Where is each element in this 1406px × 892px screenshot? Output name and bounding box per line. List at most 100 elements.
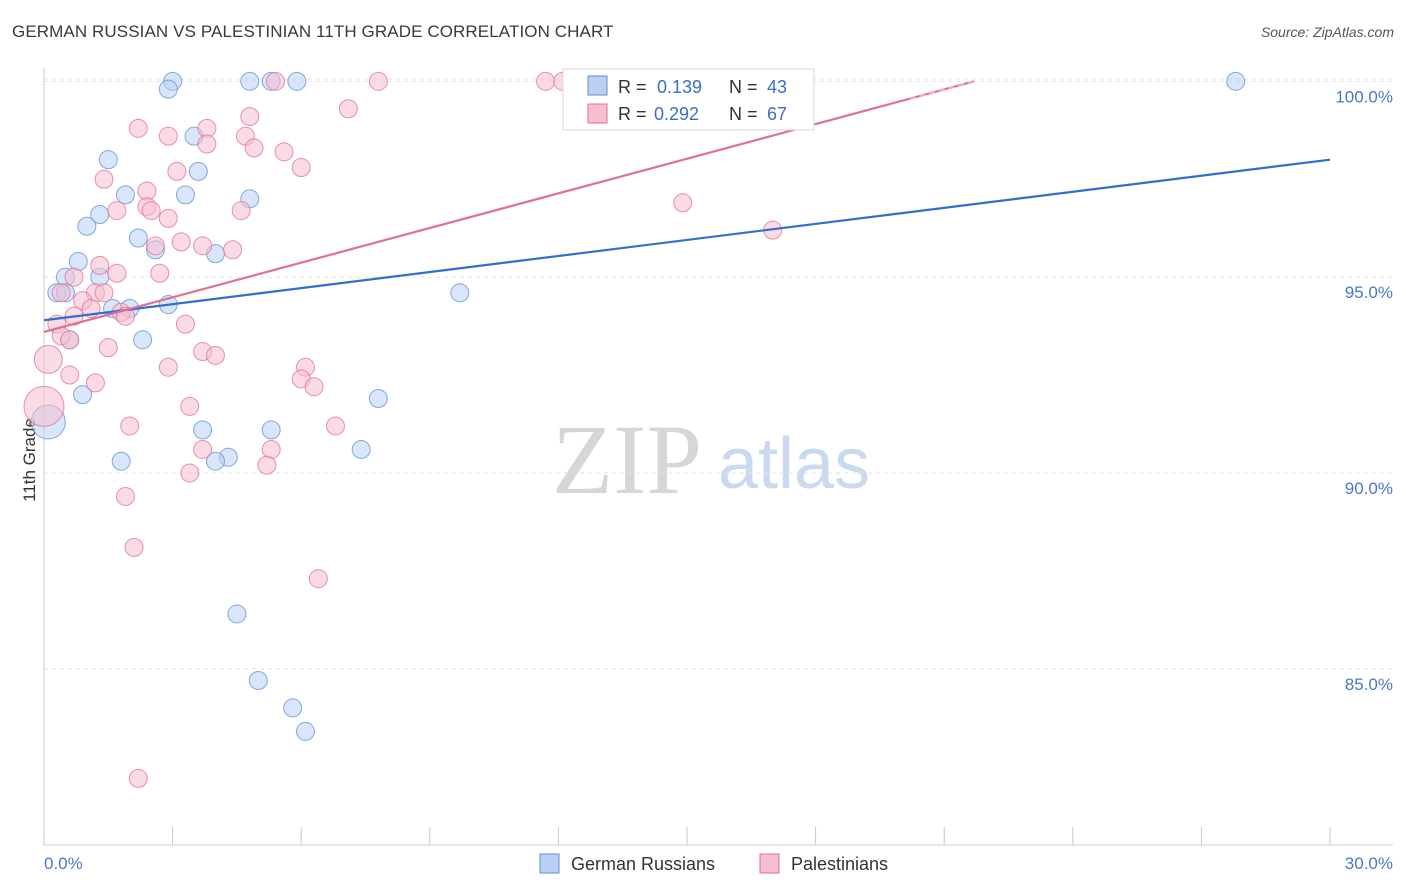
stats-r-label-2: R = [618, 104, 647, 124]
data-point [60, 365, 80, 385]
data-point [283, 698, 303, 718]
data-point [193, 236, 213, 256]
data-point [1226, 71, 1246, 91]
data-point [77, 216, 97, 236]
data-point [244, 138, 264, 158]
data-point [128, 228, 148, 248]
gridlines [44, 78, 1393, 670]
y-axis-label: 11th Grade [20, 418, 39, 502]
watermark-atlas: atlas [718, 424, 870, 504]
data-point [107, 263, 127, 283]
data-point [51, 283, 71, 303]
y-tick-label: 90.0% [1345, 479, 1393, 498]
legend-swatch-palestinians [759, 853, 780, 874]
data-point [257, 455, 277, 475]
data-point [171, 232, 191, 252]
stats-r-value-1: 0.139 [657, 77, 702, 97]
trend-line-german-russians [43, 158, 1331, 322]
data-point [98, 338, 118, 358]
data-point [158, 208, 178, 228]
data-point [167, 161, 187, 181]
data-point [68, 251, 88, 271]
data-point [193, 439, 213, 459]
data-point [180, 463, 200, 483]
data-point [90, 255, 110, 275]
stats-r-label-1: R = [618, 77, 647, 97]
data-point [158, 126, 178, 146]
data-point [205, 345, 225, 365]
axes [43, 68, 1393, 846]
stats-swatch-palestinians [587, 103, 608, 124]
data-point [673, 193, 693, 213]
stats-swatch-german-russians [587, 75, 608, 96]
y-axis-tick-labels: 85.0% 90.0% 95.0% 100.0% [1335, 87, 1393, 693]
data-point [261, 439, 281, 459]
data-point [98, 150, 118, 170]
y-tick-label: 95.0% [1345, 283, 1393, 302]
stats-n-label-1: N = [729, 77, 758, 97]
trend-line-extension [909, 80, 975, 100]
data-point [338, 99, 358, 119]
watermark: ZIP atlas [552, 404, 870, 515]
data-point [107, 201, 127, 221]
x-axis-ticks [43, 827, 1331, 845]
stats-legend: R = 0.139 N = 43 R = 0.292 N = 67 [562, 68, 815, 131]
chart-title: GERMAN RUSSIAN VS PALESTINIAN 11TH GRADE… [12, 22, 614, 41]
data-point [73, 385, 93, 405]
data-point [274, 142, 294, 162]
data-point [128, 768, 148, 788]
data-point [23, 385, 65, 427]
data-point [308, 569, 328, 589]
data-point [248, 671, 268, 691]
data-point [150, 263, 170, 283]
data-point [197, 134, 217, 154]
series-palestinians [23, 71, 783, 788]
data-point [188, 161, 208, 181]
y-tick-label: 100.0% [1335, 87, 1393, 106]
data-point [124, 537, 144, 557]
watermark-zip: ZIP [552, 404, 702, 515]
data-point [223, 240, 243, 260]
data-point [240, 71, 260, 91]
series-legend: German Russians Palestinians [539, 853, 888, 874]
y-tick-label: 85.0% [1345, 675, 1393, 694]
data-point [111, 451, 131, 471]
data-point [85, 373, 105, 393]
data-point [180, 396, 200, 416]
data-point [450, 283, 470, 303]
data-point [287, 71, 307, 91]
data-point [141, 201, 161, 221]
data-point [94, 169, 114, 189]
data-point [261, 420, 281, 440]
data-point [115, 486, 135, 506]
data-point [128, 118, 148, 138]
stats-n-label-2: N = [729, 104, 758, 124]
data-point [133, 330, 153, 350]
data-point [265, 71, 285, 91]
legend-swatch-german-russians [539, 853, 560, 874]
data-point [60, 330, 80, 350]
data-point [193, 420, 213, 440]
legend-label-german-russians: German Russians [571, 854, 715, 874]
data-point [158, 357, 178, 377]
data-point [304, 377, 324, 397]
data-point [291, 157, 311, 177]
data-point [33, 344, 63, 374]
x-tick-label-min: 0.0% [44, 854, 83, 873]
x-tick-label-max: 30.0% [1345, 854, 1393, 873]
data-point [115, 185, 135, 205]
chart-source: Source: ZipAtlas.com [1260, 24, 1394, 40]
data-point [295, 721, 315, 741]
data-point [536, 71, 556, 91]
data-point [368, 71, 388, 91]
data-point [94, 283, 114, 303]
trend-lines [43, 80, 1331, 334]
data-point [368, 389, 388, 409]
stats-n-value-2: 67 [767, 104, 787, 124]
stats-r-value-2: 0.292 [654, 104, 699, 124]
data-point [145, 236, 165, 256]
legend-label-palestinians: Palestinians [791, 854, 888, 874]
data-point [158, 79, 178, 99]
data-point [227, 604, 247, 624]
